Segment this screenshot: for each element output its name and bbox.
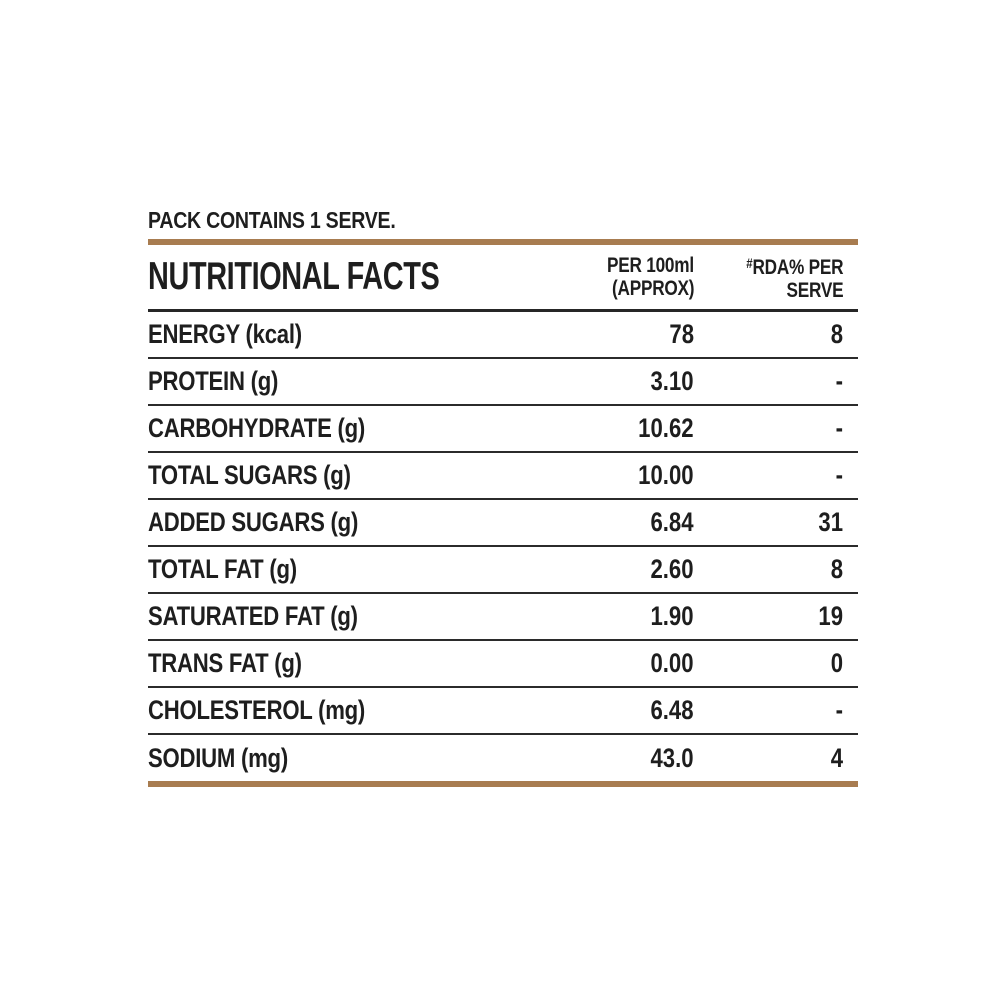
rda-value: 19 (818, 601, 843, 631)
table-row: CHOLESTEROL (mg) 6.48 - (148, 688, 858, 735)
per-100ml-cell: 78 (544, 319, 694, 350)
table-title-cell: NUTRITIONAL FACTS (148, 255, 544, 299)
rda-value: 4 (830, 742, 843, 773)
bottom-accent-rule (148, 781, 858, 787)
nutrient-label: SODIUM (mg) (148, 742, 288, 773)
top-accent-rule (148, 239, 858, 245)
nutrient-label-cell: PROTEIN (g) (148, 366, 544, 397)
per-100ml-value: 1.90 (650, 601, 694, 631)
rda-value: 8 (830, 319, 843, 349)
per-100ml-cell: 6.48 (544, 695, 694, 726)
pack-note-text: PACK CONTAINS 1 SERVE. (148, 207, 396, 233)
rda-value: - (835, 695, 843, 725)
nutrient-label-cell: TRANS FAT (g) (148, 648, 544, 679)
table-title: NUTRITIONAL FACTS (148, 255, 440, 298)
nutrient-label-cell: ENERGY (kcal) (148, 319, 544, 350)
per-100ml-cell: 3.10 (544, 366, 694, 397)
rda-cell: 8 (694, 319, 858, 350)
per-100ml-cell: 1.90 (544, 601, 694, 632)
rda-cell: - (694, 413, 858, 444)
rda-header-line1: #RDA% PER (746, 252, 843, 279)
per-100ml-header-line2: (APPROX) (611, 277, 694, 300)
table-row: PROTEIN (g) 3.10 - (148, 359, 858, 406)
nutrient-label: TRANS FAT (g) (148, 648, 302, 678)
table-row: SODIUM (mg) 43.0 4 (148, 735, 858, 781)
rda-value: - (835, 413, 843, 443)
per-100ml-value: 43.0 (650, 742, 694, 773)
rda-cell: - (694, 366, 858, 397)
nutrient-label: PROTEIN (g) (148, 366, 279, 396)
column-header-rda: #RDA% PER SERVE (694, 252, 858, 302)
nutrient-label: TOTAL SUGARS (g) (148, 460, 351, 490)
nutrient-label-cell: SATURATED FAT (g) (148, 601, 544, 632)
rda-cell: 0 (694, 648, 858, 679)
per-100ml-value: 6.84 (650, 507, 694, 537)
table-row: ADDED SUGARS (g) 6.84 31 (148, 500, 858, 547)
per-100ml-cell: 10.62 (544, 413, 694, 444)
per-100ml-cell: 10.00 (544, 460, 694, 491)
nutrient-label-cell: TOTAL SUGARS (g) (148, 460, 544, 491)
rda-value: 0 (830, 648, 843, 678)
per-100ml-value: 78 (669, 319, 694, 349)
table-header-row: NUTRITIONAL FACTS PER 100ml (APPROX) #RD… (148, 245, 858, 312)
table-row: TOTAL SUGARS (g) 10.00 - (148, 453, 858, 500)
per-100ml-header-line1: PER 100ml (607, 254, 694, 277)
per-100ml-value: 6.48 (650, 695, 694, 725)
rda-cell: - (694, 460, 858, 491)
per-100ml-cell: 2.60 (544, 554, 694, 585)
rda-cell: 4 (694, 743, 858, 774)
per-100ml-value: 3.10 (650, 366, 694, 396)
per-100ml-value: 10.00 (638, 460, 694, 490)
nutrient-label-cell: CHOLESTEROL (mg) (148, 695, 544, 726)
rda-value: - (835, 460, 843, 490)
per-100ml-value: 10.62 (638, 413, 694, 443)
nutrient-label-cell: CARBOHYDRATE (g) (148, 413, 544, 444)
table-body: ENERGY (kcal) 78 8 PROTEIN (g) 3.10 - CA… (148, 312, 858, 781)
nutrient-label: CARBOHYDRATE (g) (148, 413, 366, 443)
nutrient-label-cell: SODIUM (mg) (148, 743, 544, 774)
table-row: SATURATED FAT (g) 1.90 19 (148, 594, 858, 641)
nutrient-label-cell: ADDED SUGARS (g) (148, 507, 544, 538)
per-100ml-cell: 6.84 (544, 507, 694, 538)
per-100ml-cell: 0.00 (544, 648, 694, 679)
rda-cell: 8 (694, 554, 858, 585)
table-row: TOTAL FAT (g) 2.60 8 (148, 547, 858, 594)
nutrition-facts-panel: PACK CONTAINS 1 SERVE. NUTRITIONAL FACTS… (148, 206, 858, 787)
nutrient-label: ADDED SUGARS (g) (148, 507, 359, 537)
per-100ml-value: 2.60 (650, 554, 694, 584)
nutrient-label-cell: TOTAL FAT (g) (148, 554, 544, 585)
table-row: CARBOHYDRATE (g) 10.62 - (148, 406, 858, 453)
rda-value: - (835, 366, 843, 396)
nutrient-label: TOTAL FAT (g) (148, 554, 297, 584)
rda-cell: - (694, 695, 858, 726)
rda-header-line2: SERVE (786, 279, 843, 302)
pack-note: PACK CONTAINS 1 SERVE. (148, 206, 858, 234)
rda-header-text: RDA% PER (752, 256, 843, 279)
rda-cell: 19 (694, 601, 858, 632)
table-row: TRANS FAT (g) 0.00 0 (148, 641, 858, 688)
column-header-per-100ml: PER 100ml (APPROX) (544, 254, 694, 300)
rda-value: 8 (830, 554, 843, 584)
rda-cell: 31 (694, 507, 858, 538)
rda-value: 31 (818, 507, 843, 537)
footnote-hash-mark: # (745, 255, 753, 271)
per-100ml-cell: 43.0 (544, 743, 694, 774)
table-row: ENERGY (kcal) 78 8 (148, 312, 858, 359)
nutrient-label: SATURATED FAT (g) (148, 601, 358, 631)
nutrient-label: ENERGY (kcal) (148, 319, 302, 349)
nutrient-label: CHOLESTEROL (mg) (148, 695, 366, 725)
per-100ml-value: 0.00 (650, 648, 694, 678)
